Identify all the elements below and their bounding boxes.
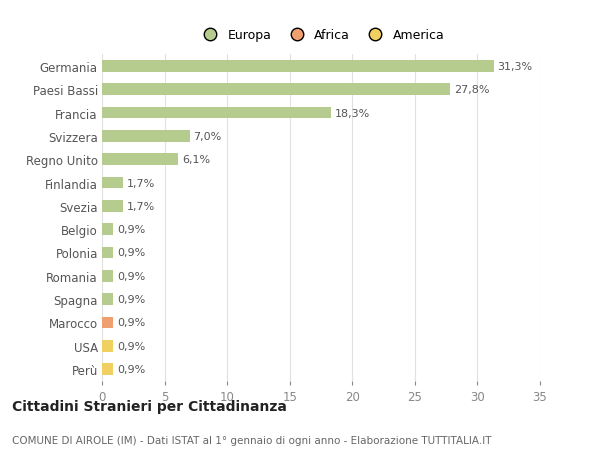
Bar bbox=[102, 270, 113, 282]
Text: Cittadini Stranieri per Cittadinanza: Cittadini Stranieri per Cittadinanza bbox=[12, 399, 287, 413]
Text: 7,0%: 7,0% bbox=[193, 132, 221, 141]
Text: 0,9%: 0,9% bbox=[117, 318, 145, 328]
Text: 18,3%: 18,3% bbox=[335, 108, 370, 118]
Bar bbox=[102, 201, 123, 212]
Text: 0,9%: 0,9% bbox=[117, 364, 145, 375]
Bar bbox=[102, 224, 113, 235]
Legend: Europa, Africa, America: Europa, Africa, America bbox=[194, 25, 448, 46]
Text: 31,3%: 31,3% bbox=[497, 62, 533, 72]
Text: 0,9%: 0,9% bbox=[117, 341, 145, 351]
Text: 0,9%: 0,9% bbox=[117, 248, 145, 258]
Bar bbox=[102, 340, 113, 352]
Bar bbox=[102, 364, 113, 375]
Text: 0,9%: 0,9% bbox=[117, 271, 145, 281]
Bar bbox=[102, 131, 190, 142]
Text: 6,1%: 6,1% bbox=[182, 155, 210, 165]
Bar bbox=[102, 317, 113, 329]
Bar bbox=[102, 177, 123, 189]
Text: 1,7%: 1,7% bbox=[127, 178, 155, 188]
Text: 0,9%: 0,9% bbox=[117, 224, 145, 235]
Bar bbox=[102, 294, 113, 305]
Bar bbox=[102, 247, 113, 259]
Text: 1,7%: 1,7% bbox=[127, 202, 155, 212]
Bar bbox=[102, 107, 331, 119]
Text: 27,8%: 27,8% bbox=[454, 85, 489, 95]
Bar bbox=[102, 84, 450, 96]
Bar bbox=[102, 61, 494, 73]
Bar bbox=[102, 154, 178, 166]
Text: 0,9%: 0,9% bbox=[117, 295, 145, 304]
Text: COMUNE DI AIROLE (IM) - Dati ISTAT al 1° gennaio di ogni anno - Elaborazione TUT: COMUNE DI AIROLE (IM) - Dati ISTAT al 1°… bbox=[12, 435, 491, 445]
